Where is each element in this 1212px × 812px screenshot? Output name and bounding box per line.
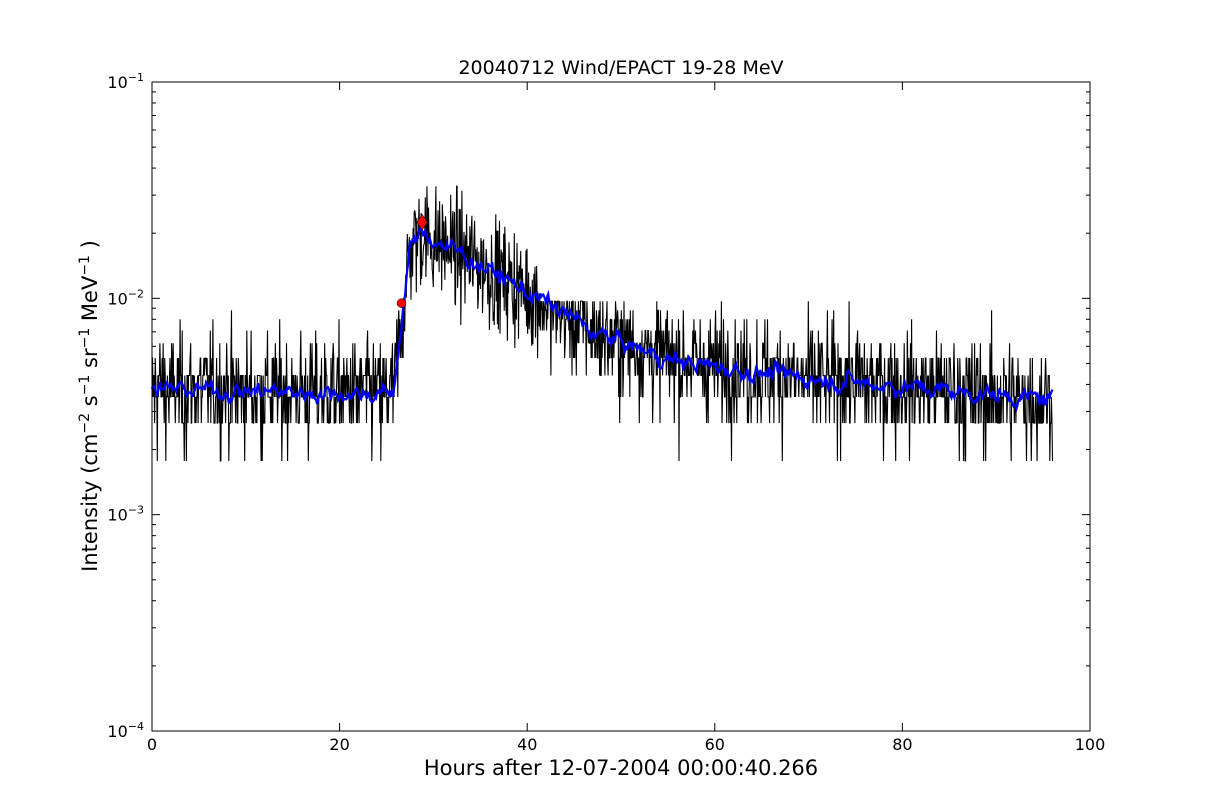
y-tick-label: 10−2 [107, 287, 144, 308]
raw-intensity-line [151, 185, 1054, 462]
x-tick-label: 60 [705, 735, 725, 754]
onset-peak-markers [396, 213, 428, 308]
y-label-mev: MeV [78, 275, 102, 328]
peak-marker [416, 213, 428, 231]
x-axis-label: Hours after 12-07-2004 00:00:40.266 [424, 756, 818, 780]
x-tick-label: 80 [892, 735, 912, 754]
y-label-exp-sr: −1 [77, 328, 93, 349]
plot-area [150, 185, 1054, 462]
smoothed-intensity-line [150, 223, 1054, 413]
x-tick-label: 40 [517, 735, 537, 754]
y-label-sr: sr [78, 348, 102, 375]
y-axis-ticks: 10−4 10−3 10−2 10−1 [107, 71, 1090, 741]
smoothed-intensity-series [150, 223, 1054, 413]
y-tick-label: 10−4 [107, 720, 144, 741]
y-label-s: s [78, 395, 102, 413]
y-label-prefix: Intensity (cm [78, 434, 102, 572]
y-label-exp-cm: −2 [77, 413, 93, 434]
y-label-exp-mev: −1 [77, 255, 93, 276]
x-axis-ticks: 0 20 40 60 80 100 [147, 82, 1105, 754]
y-label-exp-s: −1 [77, 375, 93, 396]
onset-marker [396, 298, 407, 308]
x-tick-label: 100 [1075, 735, 1106, 754]
x-tick-label: 0 [147, 735, 157, 754]
y-tick-label: 10−3 [107, 504, 144, 525]
y-label-suffix: ) [78, 240, 102, 255]
x-tick-label: 20 [329, 735, 349, 754]
y-tick-label: 10−1 [107, 71, 144, 92]
plot-frame [151, 81, 1091, 732]
y-axis-label: Intensity (cm−2 s−1 sr−1 MeV−1 ) [77, 240, 102, 572]
raw-intensity-series [151, 185, 1054, 462]
chart-title: 20040712 Wind/EPACT 19-28 MeV [458, 57, 783, 79]
